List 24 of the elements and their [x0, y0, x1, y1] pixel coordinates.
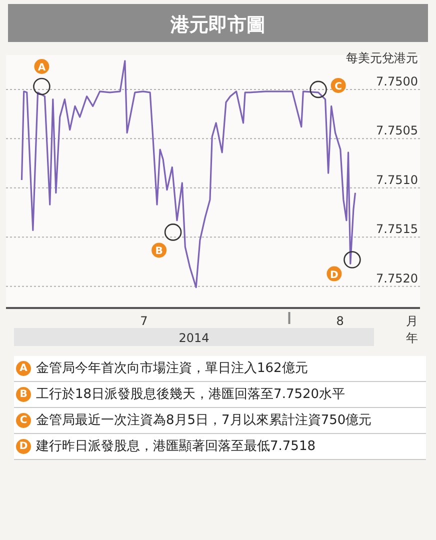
annotation: B	[155, 246, 163, 258]
text: B	[20, 389, 28, 400]
y-tick-label: 7.7500	[376, 74, 418, 88]
text: C	[20, 415, 28, 426]
text: 年	[406, 331, 418, 345]
text: 工行於18日派發股息後幾天，港匯回落至7.7520水平	[36, 386, 346, 404]
text: 建行昨日派發股息，港匯顯著回落至最低7.7518	[36, 438, 316, 456]
y-tick-label: 7.7520	[376, 271, 418, 286]
text: 金管局最近一次注資為8月5日，7月以來累計注資750億元	[36, 412, 372, 430]
x-axis-title: 月	[406, 314, 418, 328]
text: 金管局今年首次向市場注資，單日注入162億元	[36, 360, 308, 378]
text: A	[20, 363, 28, 374]
y-axis-title: 每美元兌港元	[346, 51, 418, 65]
text: 2014	[178, 331, 210, 345]
text: D	[19, 441, 28, 452]
y-tick-label: 7.7510	[376, 172, 418, 187]
x-tick-label: 8	[336, 314, 344, 328]
annotation: D	[330, 270, 338, 281]
annotation: C	[334, 81, 342, 92]
y-tick-label: 7.7505	[376, 124, 418, 138]
x-tick-label: 7	[140, 314, 148, 328]
chart-title: 港元即市圖	[170, 14, 266, 36]
annotation: A	[38, 62, 46, 74]
y-tick-label: 7.7515	[376, 222, 418, 236]
